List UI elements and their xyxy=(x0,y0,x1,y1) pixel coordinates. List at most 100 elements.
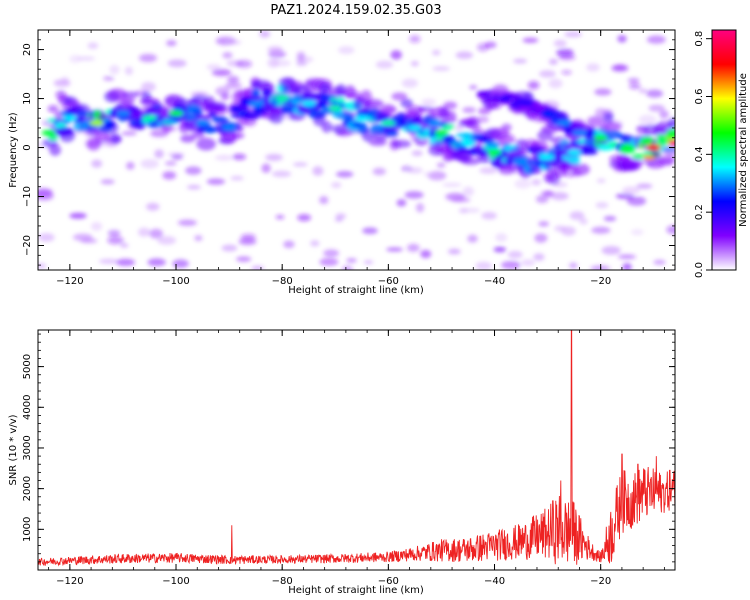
colorbar-tick-label: 0.6 xyxy=(694,89,705,105)
heatmap-speckle xyxy=(107,229,121,237)
heatmap-cell xyxy=(571,163,590,176)
heatmap-speckle xyxy=(185,166,202,175)
heatmap-peak xyxy=(646,144,661,151)
heatmap-cell xyxy=(568,156,581,165)
heatmap-speckle xyxy=(406,243,420,252)
heatmap-speckle xyxy=(319,257,339,267)
spectrogram-frame xyxy=(37,29,676,271)
heatmap-speckle xyxy=(561,69,572,75)
heatmap-speckle xyxy=(323,249,340,257)
x-tick-label: −20 xyxy=(590,576,611,587)
heatmap-peak xyxy=(407,124,422,131)
heatmap-speckle xyxy=(534,233,548,243)
heatmap-speckle xyxy=(617,254,637,260)
heatmap-speckle xyxy=(372,167,386,176)
heatmap-cell xyxy=(214,104,227,112)
y-tick-label: 20 xyxy=(22,43,33,56)
heatmap-speckle xyxy=(493,246,507,253)
heatmap-cell xyxy=(379,103,396,116)
heatmap-speckle xyxy=(240,233,256,241)
heatmap-cell xyxy=(192,108,203,116)
heatmap-speckle xyxy=(431,49,441,56)
heatmap-speckle xyxy=(98,258,119,264)
heatmap-speckle xyxy=(475,261,492,270)
spectrogram-xlabel: Height of straight line (km) xyxy=(288,285,424,296)
heatmap-speckle xyxy=(87,42,99,50)
heatmap-cell xyxy=(666,129,675,140)
heatmap-speckle xyxy=(100,179,115,185)
y-tick-label: 4000 xyxy=(22,395,33,420)
heatmap-speckle xyxy=(341,265,353,270)
x-tick-label: −80 xyxy=(272,576,293,587)
heatmap-speckle xyxy=(522,37,539,43)
heatmap-speckle xyxy=(409,35,421,44)
heatmap-cell xyxy=(258,83,276,92)
heatmap-speckle xyxy=(206,64,221,71)
heatmap-speckle xyxy=(481,211,497,220)
spectrogram-heatmap xyxy=(38,30,675,270)
heatmap-cell xyxy=(59,128,76,143)
heatmap-speckle xyxy=(451,197,471,203)
heatmap-speckle xyxy=(109,64,120,75)
y-tick-label: 0 xyxy=(22,144,33,150)
heatmap-peak xyxy=(89,120,104,127)
heatmap-speckle xyxy=(646,89,664,98)
heatmap-peak xyxy=(514,159,529,166)
heatmap-cell xyxy=(582,149,598,155)
heatmap-speckle xyxy=(346,258,357,263)
heatmap-speckle xyxy=(601,245,621,255)
heatmap-speckle xyxy=(442,182,462,188)
heatmap-peak xyxy=(222,124,237,131)
heatmap-speckle xyxy=(495,233,508,243)
heatmap-speckle xyxy=(119,242,129,248)
heatmap-cell xyxy=(321,121,333,133)
heatmap-speckle xyxy=(147,258,166,267)
heatmap-cell xyxy=(201,115,212,120)
heatmap-cell xyxy=(104,120,116,129)
colorbar-tick-label: 0.4 xyxy=(694,146,705,162)
heatmap-cell xyxy=(662,146,675,156)
heatmap-speckle xyxy=(436,162,446,168)
heatmap-speckle xyxy=(410,60,419,67)
x-tick-label: −120 xyxy=(56,276,83,287)
heatmap-cell xyxy=(121,91,140,98)
heatmap-speckle xyxy=(404,191,424,199)
heatmap-speckle xyxy=(432,66,451,71)
spectrogram-ylabel: Frequency (Hz) xyxy=(8,112,19,188)
heatmap-speckle xyxy=(626,196,647,206)
heatmap-speckle xyxy=(271,170,292,178)
heatmap-speckle xyxy=(548,58,558,65)
heatmap-cell xyxy=(466,116,480,130)
heatmap-peak xyxy=(328,105,343,112)
heatmap-peak xyxy=(434,129,449,136)
heatmap-speckle xyxy=(172,259,189,269)
heatmap-speckle xyxy=(115,258,136,267)
heatmap-speckle xyxy=(206,178,226,185)
heatmap-speckle xyxy=(553,39,567,47)
heatmap-speckle xyxy=(423,171,433,177)
heatmap-cell xyxy=(445,111,457,124)
heatmap-cell xyxy=(497,133,516,146)
y-tick-label: 2000 xyxy=(22,476,33,501)
heatmap-peak xyxy=(41,129,56,136)
heatmap-speckle xyxy=(226,39,242,45)
heatmap-speckle xyxy=(232,153,247,161)
colorbar-ticks: 0.0 0.2 0.4 0.6 0.8 xyxy=(694,31,712,278)
heatmap-speckle xyxy=(622,186,641,195)
heatmap-speckle xyxy=(69,212,87,219)
heatmap-peak xyxy=(169,110,184,117)
heatmap-speckle xyxy=(447,248,461,255)
heatmap-peak xyxy=(487,149,502,156)
heatmap-cell xyxy=(500,161,519,170)
heatmap-speckle xyxy=(386,247,404,252)
heatmap-peak xyxy=(301,100,316,107)
heatmap-speckle xyxy=(186,185,201,190)
heatmap-peak xyxy=(115,110,130,117)
snr-ticks: −120 −100 −80 −60 −40 −20 1000 2000 3000 4000 5000 xyxy=(22,330,675,587)
heatmap-speckle xyxy=(167,152,185,157)
heatmap-speckle xyxy=(476,116,489,123)
x-tick-label: −100 xyxy=(162,576,189,587)
heatmap-speckle xyxy=(479,167,498,174)
heatmap-speckle xyxy=(527,80,540,90)
